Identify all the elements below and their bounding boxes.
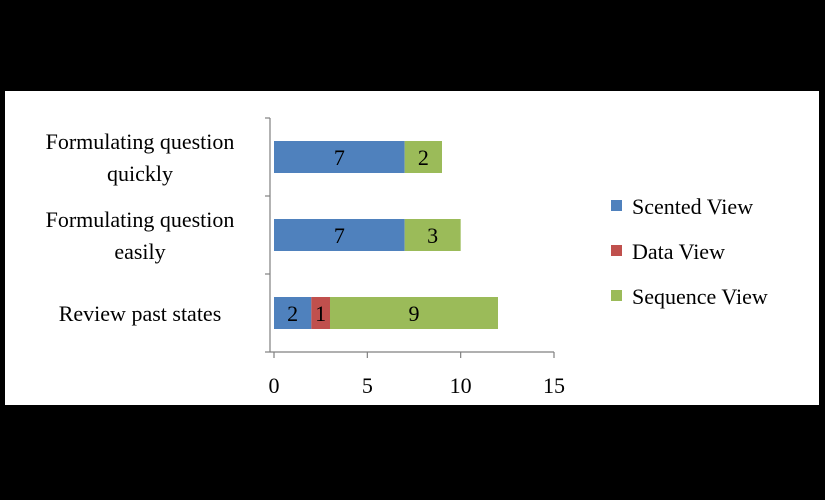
bar-sequence-view-formulating-question-easily — [404, 219, 461, 251]
bar-data-view-review-past-states — [311, 297, 330, 329]
x-tick-label: 0 — [269, 373, 280, 398]
bars: 7 27 32 1 9 — [274, 141, 498, 329]
legend-swatch-data-view — [611, 245, 622, 256]
legend-swatch-scented-view — [611, 200, 622, 211]
x-tick-label: 5 — [362, 373, 373, 398]
category-label-review-past-states: Review past states — [59, 301, 222, 326]
x-tick-labels: 0 5 10 15 — [269, 373, 566, 398]
legend-label-data-view: Data View — [632, 239, 725, 264]
data-label: 7 — [334, 145, 345, 170]
legend-label-scented-view: Scented View — [632, 194, 753, 219]
data-label: 1 — [315, 301, 326, 326]
data-label: 2 — [287, 301, 298, 326]
bar-scented-view-review-past-states — [274, 297, 312, 329]
axes — [265, 117, 555, 358]
bar-sequence-view-review-past-states — [330, 297, 498, 329]
legend: Scented View Data View Sequence View — [611, 194, 768, 309]
bar-scented-view-formulating-question-easily — [274, 219, 405, 251]
category-labels: Formulating question quickly Formulating q… — [46, 129, 235, 326]
bar-scented-view-formulating-question-quickly — [274, 141, 405, 173]
x-tick-label: 10 — [450, 373, 472, 398]
data-label: 9 — [409, 301, 420, 326]
bar-sequence-view-formulating-question-quickly — [404, 141, 442, 173]
data-label: 7 — [334, 223, 345, 248]
x-tick-label: 15 — [543, 373, 565, 398]
data-label: 2 — [418, 145, 429, 170]
legend-label-sequence-view: Sequence View — [632, 284, 768, 309]
category-label-formulating-question-quickly: Formulating question quickly — [46, 129, 235, 186]
data-label: 3 — [427, 223, 438, 248]
category-label-formulating-question-easily: Formulating question easily — [46, 207, 235, 264]
legend-swatch-sequence-view — [611, 290, 622, 301]
